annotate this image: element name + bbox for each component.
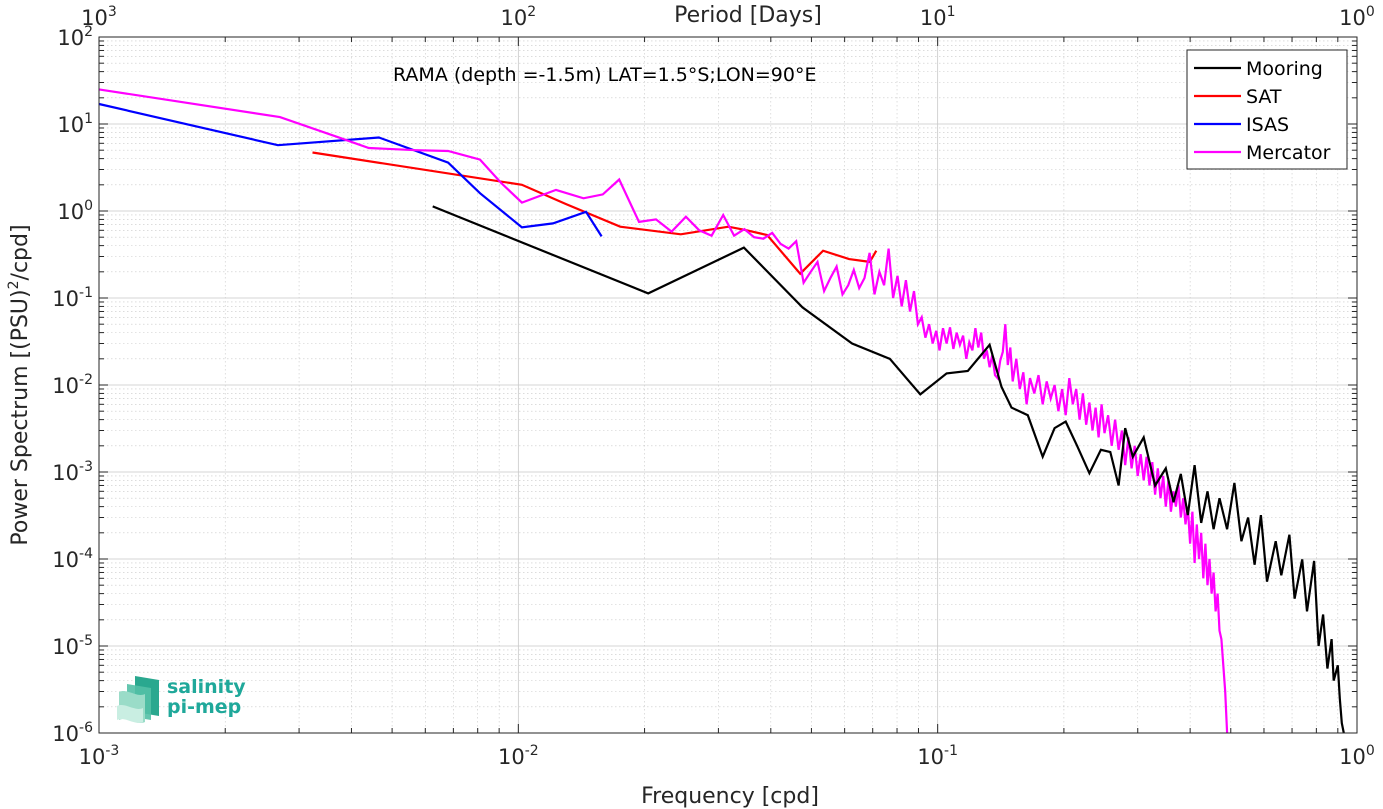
grid — [98, 37, 1357, 734]
logo-line1: salinity — [167, 676, 246, 698]
y-tick-label: 102 — [57, 24, 93, 50]
top-tick-label: 102 — [501, 4, 537, 30]
legend-box — [1186, 49, 1348, 170]
x-tick-label: 100 — [1339, 743, 1375, 769]
y-tick-label: 10-1 — [52, 285, 93, 311]
y-axis-title-sup: 2 — [6, 280, 22, 289]
logo-wave-icon — [117, 676, 159, 723]
y-tick-label: 10-5 — [52, 633, 93, 659]
legend-label-isas: ISAS — [1246, 114, 1289, 136]
logo-line2: pi-mep — [167, 696, 241, 718]
top-tick-label: 101 — [920, 4, 956, 30]
legend-label-sat: SAT — [1246, 86, 1282, 108]
y-tick-label: 10-2 — [52, 372, 93, 398]
y-axis-title-main: Power Spectrum [(PSU) — [8, 289, 33, 545]
legend-label-mooring: Mooring — [1246, 58, 1323, 80]
y-tick-label: 10-3 — [52, 459, 93, 485]
y-tick-label: 10-4 — [52, 546, 93, 572]
chart-annotation: RAMA (depth =-1.5m) LAT=1.5°S;LON=90°E — [393, 64, 817, 86]
logo: salinity pi-mep — [117, 676, 246, 723]
y-tick-label: 100 — [57, 198, 93, 224]
legend-label-mercator: Mercator — [1246, 142, 1331, 164]
series-line-mercator — [98, 88, 1229, 734]
y-axis-title: Power Spectrum [(PSU)2/cpd] — [6, 224, 33, 545]
series-line-mooring — [432, 205, 1345, 734]
series-line-isas — [98, 102, 603, 237]
top-tick-label: 103 — [81, 4, 117, 30]
x-axis-title: Frequency [cpd] — [641, 784, 819, 809]
ticks — [98, 36, 1358, 734]
series-layer — [98, 88, 1345, 734]
y-tick-label: 10-6 — [52, 720, 93, 746]
y-tick-label: 101 — [57, 111, 93, 137]
top-axis-title: Period [Days] — [674, 3, 822, 28]
y-axis-title-tail: /cpd] — [8, 224, 33, 280]
x-tick-label: 10-2 — [498, 743, 539, 769]
top-tick-label: 100 — [1339, 4, 1375, 30]
legend: Mooring SAT ISAS Mercator — [1186, 49, 1348, 170]
x-tick-label: 10-3 — [79, 743, 120, 769]
x-tick-label: 10-1 — [917, 743, 958, 769]
